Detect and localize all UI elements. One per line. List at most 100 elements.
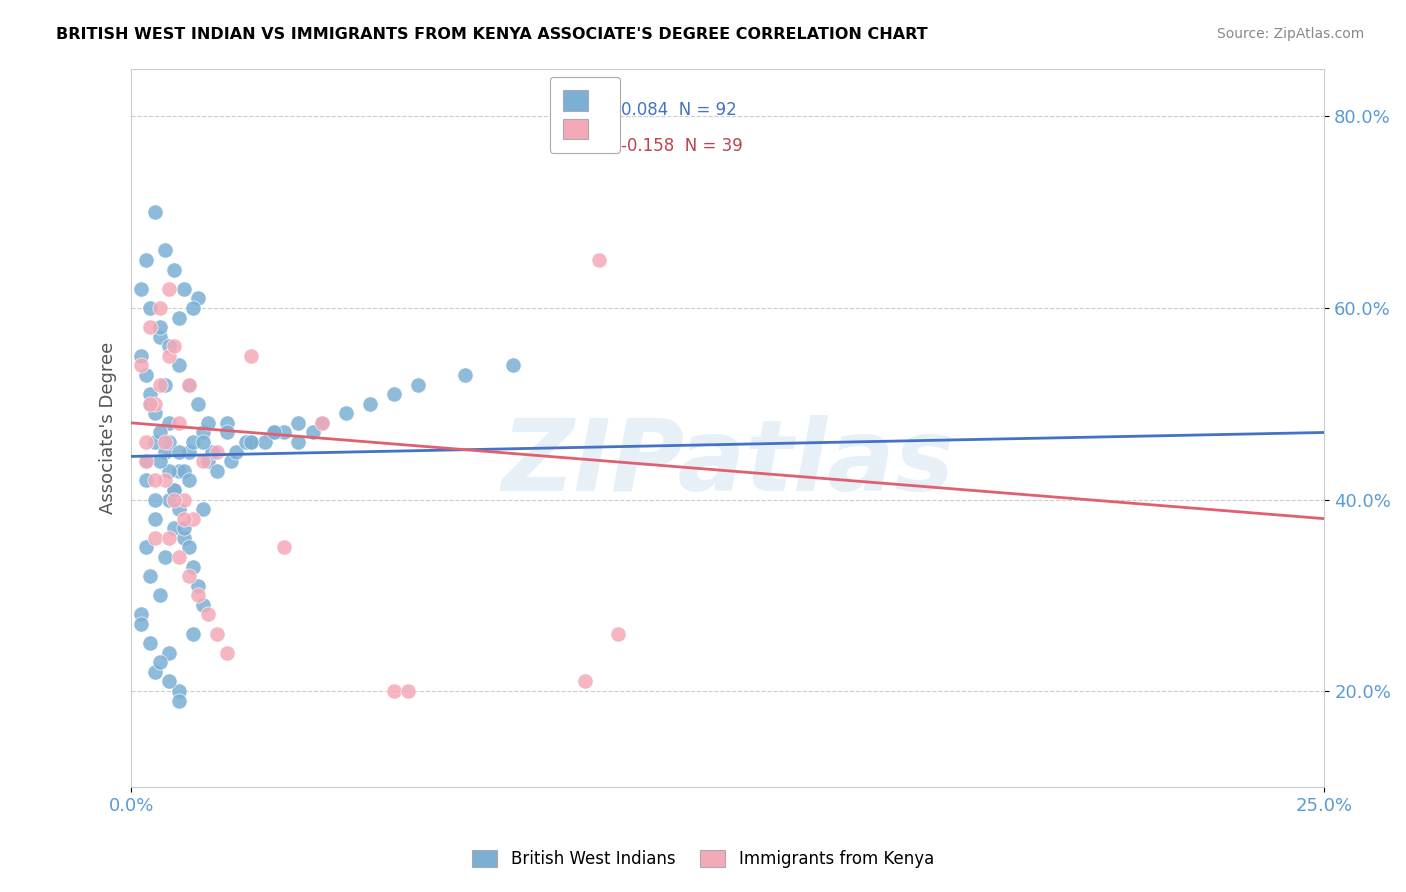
British West Indians: [143, 435, 166, 450]
Immigrants from Kenya: [239, 349, 262, 363]
British West Indians: [129, 617, 152, 632]
British West Indians: [173, 282, 195, 296]
British West Indians: [167, 464, 190, 478]
Immigrants from Kenya: [191, 454, 214, 468]
British West Indians: [143, 205, 166, 219]
Immigrants from Kenya: [143, 397, 166, 411]
British West Indians: [253, 435, 276, 450]
British West Indians: [177, 377, 200, 392]
British West Indians: [159, 674, 181, 689]
British West Indians: [454, 368, 477, 382]
British West Indians: [382, 387, 405, 401]
British West Indians: [177, 541, 200, 555]
British West Indians: [149, 320, 172, 334]
Immigrants from Kenya: [181, 511, 204, 525]
British West Indians: [135, 454, 157, 468]
Immigrants from Kenya: [598, 90, 620, 104]
British West Indians: [139, 397, 162, 411]
British West Indians: [167, 684, 190, 698]
Immigrants from Kenya: [163, 339, 186, 353]
British West Indians: [149, 329, 172, 343]
British West Indians: [263, 425, 285, 440]
British West Indians: [163, 483, 186, 497]
British West Indians: [129, 349, 152, 363]
British West Indians: [177, 474, 200, 488]
Immigrants from Kenya: [187, 588, 209, 602]
British West Indians: [221, 454, 243, 468]
British West Indians: [359, 397, 381, 411]
British West Indians: [153, 377, 176, 392]
Immigrants from Kenya: [159, 282, 181, 296]
British West Indians: [143, 406, 166, 420]
British West Indians: [149, 656, 172, 670]
British West Indians: [187, 292, 209, 306]
British West Indians: [167, 310, 190, 325]
Immigrants from Kenya: [177, 569, 200, 583]
Immigrants from Kenya: [143, 474, 166, 488]
Immigrants from Kenya: [135, 454, 157, 468]
Immigrants from Kenya: [197, 607, 219, 622]
Text: BRITISH WEST INDIAN VS IMMIGRANTS FROM KENYA ASSOCIATE'S DEGREE CORRELATION CHAR: BRITISH WEST INDIAN VS IMMIGRANTS FROM K…: [56, 27, 928, 42]
British West Indians: [143, 665, 166, 679]
British West Indians: [129, 282, 152, 296]
British West Indians: [311, 416, 333, 430]
British West Indians: [191, 598, 214, 612]
British West Indians: [167, 693, 190, 707]
British West Indians: [153, 549, 176, 564]
British West Indians: [215, 425, 238, 440]
Immigrants from Kenya: [159, 349, 181, 363]
Immigrants from Kenya: [205, 444, 228, 458]
British West Indians: [502, 359, 524, 373]
British West Indians: [149, 425, 172, 440]
British West Indians: [181, 435, 204, 450]
British West Indians: [163, 521, 186, 535]
British West Indians: [159, 435, 181, 450]
British West Indians: [159, 646, 181, 660]
British West Indians: [191, 435, 214, 450]
British West Indians: [135, 541, 157, 555]
British West Indians: [287, 416, 309, 430]
Immigrants from Kenya: [173, 492, 195, 507]
British West Indians: [177, 444, 200, 458]
Immigrants from Kenya: [215, 646, 238, 660]
Immigrants from Kenya: [167, 416, 190, 430]
Y-axis label: Associate's Degree: Associate's Degree: [100, 342, 117, 514]
Immigrants from Kenya: [167, 549, 190, 564]
British West Indians: [191, 425, 214, 440]
Immigrants from Kenya: [135, 435, 157, 450]
British West Indians: [201, 444, 224, 458]
British West Indians: [181, 626, 204, 640]
British West Indians: [163, 262, 186, 277]
British West Indians: [135, 253, 157, 268]
Immigrants from Kenya: [159, 531, 181, 545]
British West Indians: [153, 244, 176, 258]
Immigrants from Kenya: [382, 684, 405, 698]
British West Indians: [235, 435, 257, 450]
British West Indians: [143, 492, 166, 507]
British West Indians: [173, 464, 195, 478]
Immigrants from Kenya: [153, 435, 176, 450]
British West Indians: [139, 301, 162, 315]
British West Indians: [129, 607, 152, 622]
Immigrants from Kenya: [273, 541, 295, 555]
Text: R = 0.084  N = 92: R = 0.084 N = 92: [585, 101, 737, 119]
Immigrants from Kenya: [139, 397, 162, 411]
British West Indians: [159, 339, 181, 353]
British West Indians: [225, 444, 247, 458]
British West Indians: [135, 368, 157, 382]
British West Indians: [239, 435, 262, 450]
British West Indians: [406, 377, 429, 392]
British West Indians: [163, 483, 186, 497]
Text: R = -0.158  N = 39: R = -0.158 N = 39: [585, 136, 742, 154]
Immigrants from Kenya: [139, 320, 162, 334]
British West Indians: [139, 569, 162, 583]
British West Indians: [197, 416, 219, 430]
Legend: British West Indians, Immigrants from Kenya: British West Indians, Immigrants from Ke…: [465, 843, 941, 875]
British West Indians: [187, 397, 209, 411]
British West Indians: [149, 588, 172, 602]
Text: Source: ZipAtlas.com: Source: ZipAtlas.com: [1216, 27, 1364, 41]
British West Indians: [239, 435, 262, 450]
British West Indians: [191, 502, 214, 516]
British West Indians: [173, 531, 195, 545]
British West Indians: [143, 511, 166, 525]
